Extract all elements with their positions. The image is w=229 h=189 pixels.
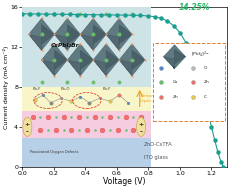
Text: ZnO-CsTFA: ZnO-CsTFA — [143, 142, 172, 147]
Text: 14.25%: 14.25% — [177, 3, 209, 12]
X-axis label: Voltage (V): Voltage (V) — [103, 177, 145, 186]
Text: ITO glass: ITO glass — [143, 155, 167, 160]
Y-axis label: Current density (mA cm⁻²): Current density (mA cm⁻²) — [3, 45, 9, 129]
